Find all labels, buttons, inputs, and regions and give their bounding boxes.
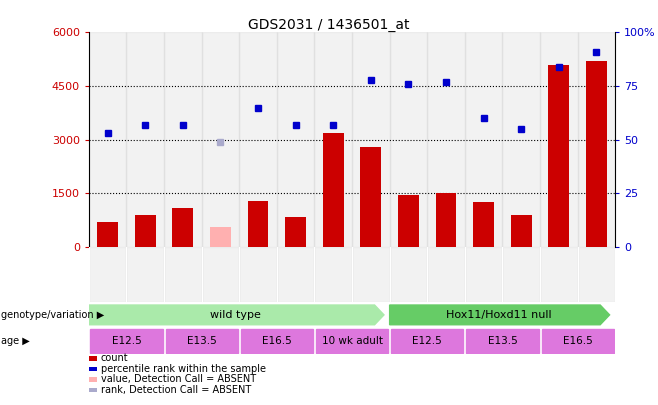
Bar (89, 247, 126, 302)
Bar (361, 147, 381, 247)
Bar (540, 32, 578, 247)
Text: GDS2031 / 1436501_at: GDS2031 / 1436501_at (248, 18, 410, 32)
Bar (316, 329, 388, 353)
Bar (135, 215, 155, 247)
Bar (503, 247, 540, 302)
Bar (465, 32, 503, 247)
Bar (398, 195, 418, 247)
Bar (465, 247, 503, 302)
Bar (277, 32, 315, 247)
Bar (240, 32, 277, 247)
Bar (391, 329, 463, 353)
Text: Hox11/Hoxd11 null: Hox11/Hoxd11 null (446, 310, 551, 320)
Bar (473, 202, 494, 247)
Bar (315, 247, 352, 302)
Bar (164, 247, 201, 302)
Bar (352, 32, 390, 247)
Text: 10 wk adult: 10 wk adult (322, 336, 382, 346)
Bar (126, 247, 164, 302)
Bar (390, 32, 427, 247)
Bar (323, 132, 343, 247)
Bar (503, 32, 540, 247)
Text: wild type: wild type (210, 310, 261, 320)
Text: E13.5: E13.5 (488, 336, 517, 346)
Text: age ▶: age ▶ (1, 336, 30, 346)
Bar (427, 247, 465, 302)
Text: E13.5: E13.5 (187, 336, 216, 346)
Text: rank, Detection Call = ABSENT: rank, Detection Call = ABSENT (101, 385, 251, 395)
Bar (90, 329, 163, 353)
Bar (549, 64, 569, 247)
Bar (467, 329, 538, 353)
Bar (436, 194, 457, 247)
Bar (166, 329, 238, 353)
Bar (247, 200, 268, 247)
Bar (542, 329, 614, 353)
Text: value, Detection Call = ABSENT: value, Detection Call = ABSENT (101, 375, 256, 384)
Bar (97, 222, 118, 247)
Text: E16.5: E16.5 (563, 336, 592, 346)
Bar (126, 32, 164, 247)
Bar (586, 61, 607, 247)
Bar (540, 247, 578, 302)
Bar (286, 217, 306, 247)
Bar (578, 247, 615, 302)
Text: count: count (101, 354, 128, 363)
Text: percentile rank within the sample: percentile rank within the sample (101, 364, 266, 374)
Bar (172, 208, 193, 247)
Bar (427, 32, 465, 247)
Bar (210, 227, 231, 247)
Bar (315, 32, 352, 247)
Bar (390, 247, 427, 302)
Text: E16.5: E16.5 (262, 336, 291, 346)
Bar (578, 32, 615, 247)
Bar (164, 32, 201, 247)
Bar (511, 215, 532, 247)
Text: E12.5: E12.5 (413, 336, 442, 346)
Bar (201, 247, 240, 302)
Bar (241, 329, 313, 353)
Text: genotype/variation ▶: genotype/variation ▶ (1, 310, 105, 320)
Bar (201, 32, 240, 247)
Bar (240, 247, 277, 302)
FancyArrow shape (89, 305, 384, 325)
Bar (277, 247, 315, 302)
Bar (89, 32, 126, 247)
Bar (352, 247, 390, 302)
Text: E12.5: E12.5 (112, 336, 141, 346)
FancyArrow shape (390, 305, 609, 325)
